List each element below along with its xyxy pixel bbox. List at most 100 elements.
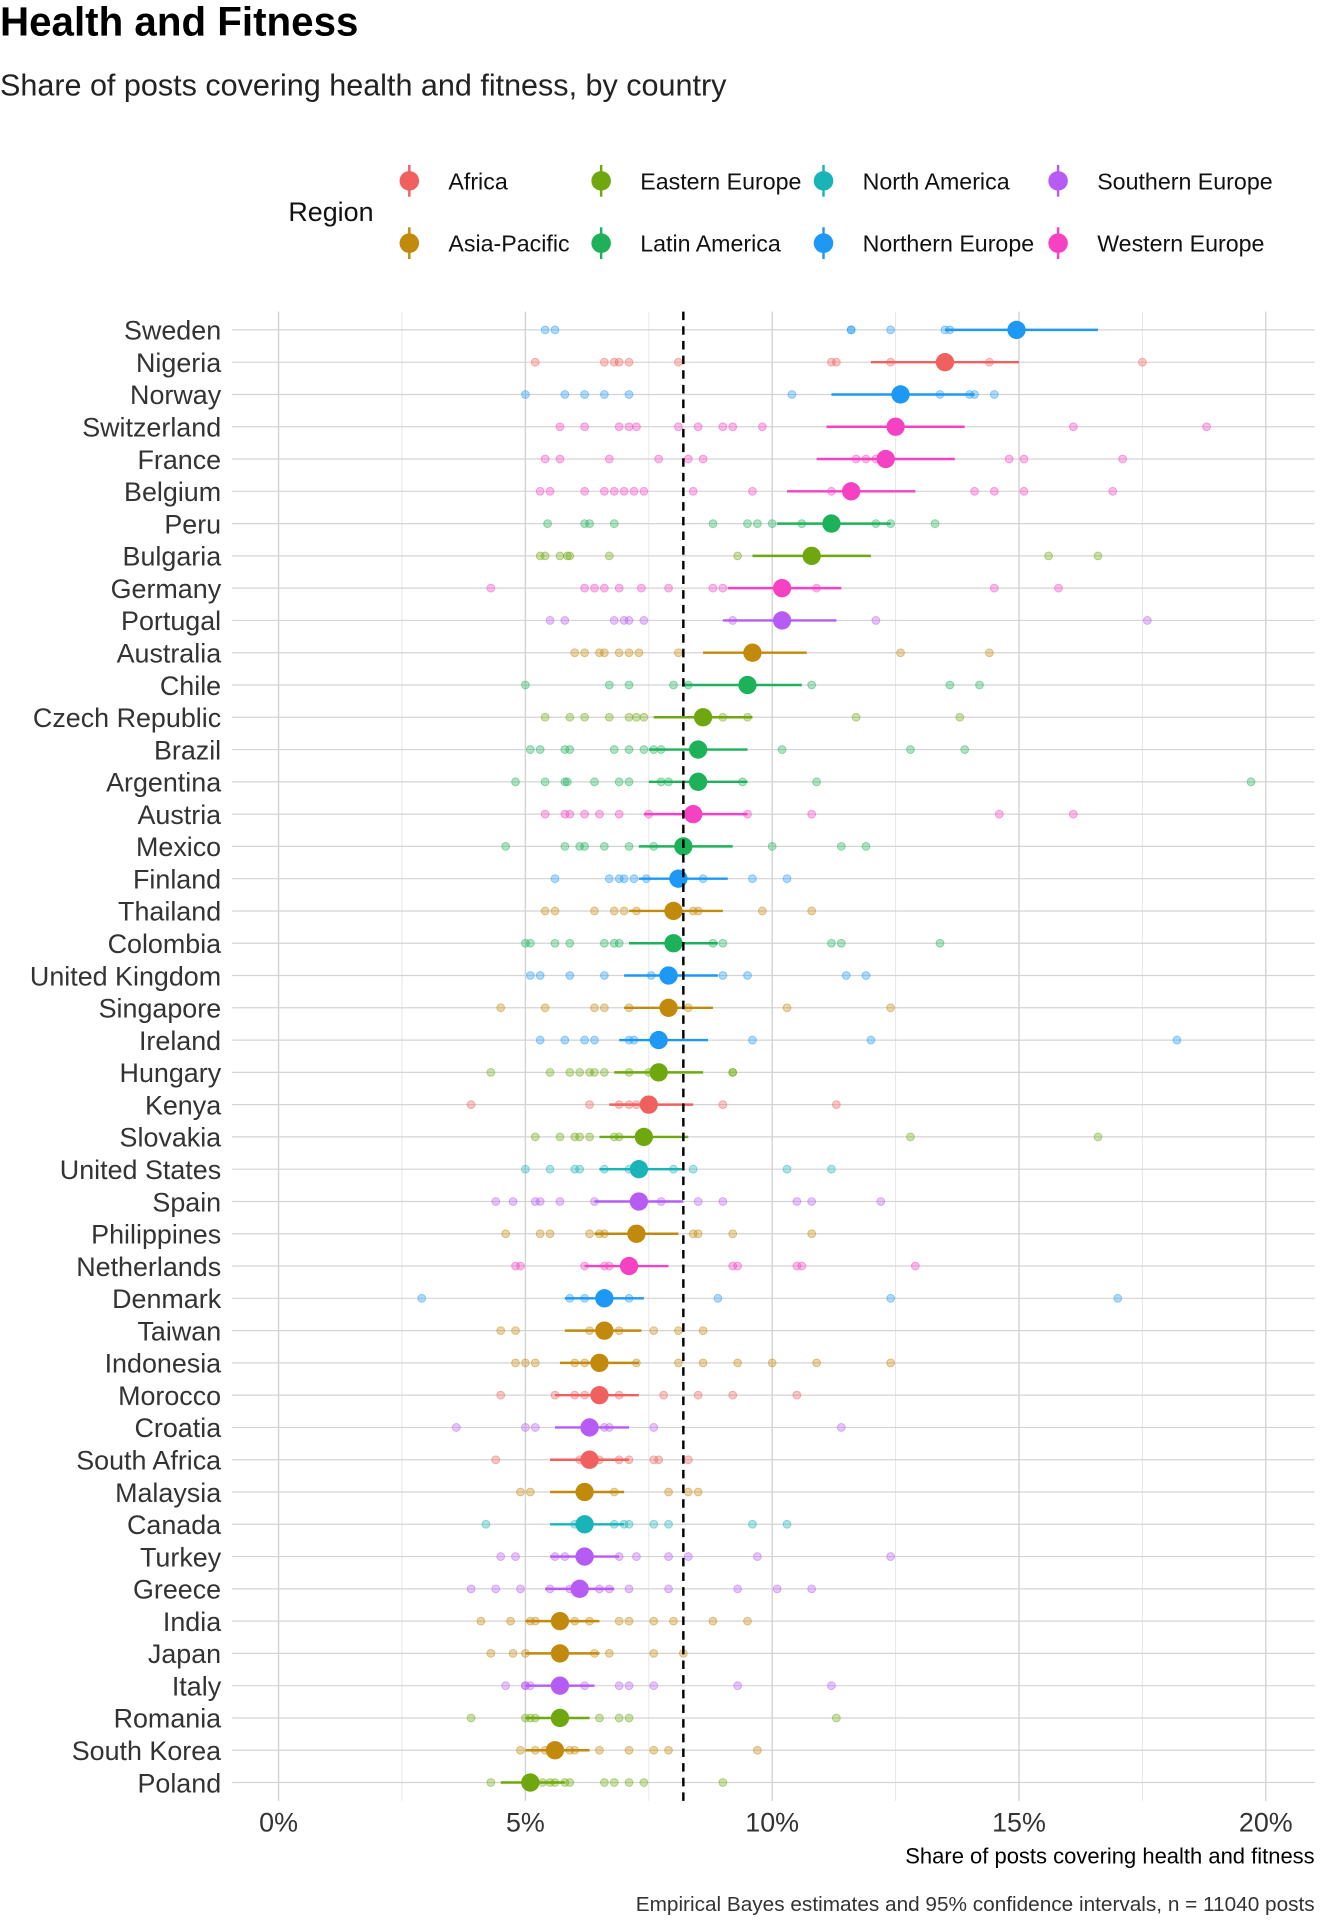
- y-tick-label: Poland: [137, 1768, 221, 1798]
- y-tick-label: Slovakia: [120, 1123, 222, 1153]
- raw-point: [516, 1584, 525, 1594]
- raw-point: [466, 1100, 476, 1110]
- country-kenya: [466, 1095, 841, 1114]
- legend-item-southern-europe: Southern Europe: [1048, 164, 1273, 197]
- raw-point: [910, 1261, 920, 1271]
- y-tick-label: Indonesia: [105, 1349, 222, 1379]
- raw-point: [580, 519, 590, 528]
- estimate-point: [619, 1256, 639, 1276]
- y-tick-label: Chile: [160, 671, 221, 701]
- raw-point: [555, 454, 565, 464]
- country-greece: [466, 1579, 817, 1599]
- estimate-point: [570, 1579, 589, 1599]
- raw-point: [550, 938, 560, 948]
- raw-point: [624, 422, 634, 432]
- raw-point: [624, 712, 634, 722]
- raw-point: [540, 325, 550, 335]
- raw-point: [674, 648, 683, 658]
- raw-point: [496, 1552, 506, 1561]
- y-tick-label: Japan: [148, 1639, 221, 1669]
- raw-point: [595, 1745, 604, 1755]
- raw-point: [535, 1197, 545, 1206]
- country-germany: [486, 578, 1063, 598]
- raw-point: [767, 1358, 777, 1368]
- raw-point: [481, 1519, 491, 1529]
- raw-point: [599, 1003, 609, 1013]
- raw-point: [585, 1100, 594, 1110]
- raw-point: [748, 1035, 757, 1045]
- raw-point: [506, 1616, 515, 1626]
- raw-point: [619, 616, 629, 625]
- raw-point: [649, 1681, 659, 1691]
- raw-point: [906, 745, 915, 754]
- raw-point: [841, 971, 851, 980]
- country-south-korea: [516, 1741, 762, 1760]
- country-colombia: [520, 934, 945, 953]
- estimate-point: [590, 1353, 609, 1373]
- raw-point: [728, 1229, 738, 1239]
- raw-point: [698, 1358, 708, 1368]
- raw-point: [708, 583, 718, 593]
- raw-point: [718, 422, 728, 432]
- raw-point: [604, 874, 614, 884]
- raw-point: [520, 1423, 530, 1432]
- raw-point: [639, 1778, 649, 1787]
- legend-label: Northern Europe: [863, 231, 1035, 257]
- y-tick-label: Nigeria: [136, 348, 221, 378]
- country-australia: [570, 643, 994, 662]
- estimate-point: [743, 643, 762, 662]
- raw-point: [836, 1423, 846, 1432]
- raw-point: [851, 712, 861, 722]
- raw-point: [639, 745, 649, 754]
- raw-point: [807, 1197, 817, 1206]
- y-tick-label: Netherlands: [76, 1252, 221, 1282]
- raw-point: [614, 938, 624, 948]
- country-france: [540, 449, 1128, 469]
- y-tick-label: Morocco: [118, 1381, 221, 1411]
- raw-point: [555, 1132, 565, 1142]
- estimate-point: [550, 1676, 570, 1695]
- raw-point: [688, 1164, 698, 1174]
- y-tick-label: Denmark: [112, 1284, 222, 1314]
- grid: [232, 311, 1315, 1801]
- raw-point: [545, 486, 555, 496]
- estimate-point: [664, 901, 683, 921]
- raw-point: [693, 1197, 703, 1206]
- raw-point: [609, 938, 619, 948]
- legend-label: Africa: [448, 168, 507, 194]
- raw-point: [585, 1067, 594, 1077]
- raw-point: [508, 1649, 518, 1658]
- country-czech-republic: [540, 708, 965, 727]
- legend-label: Asia-Pacific: [448, 231, 569, 257]
- raw-point: [562, 777, 572, 787]
- raw-point: [743, 971, 752, 980]
- y-tick-label: Switzerland: [82, 413, 221, 443]
- estimate-point: [891, 385, 910, 404]
- raw-point: [683, 1552, 693, 1561]
- raw-point: [520, 390, 530, 399]
- y-tick-label: Mexico: [136, 832, 221, 862]
- raw-point: [580, 841, 590, 851]
- raw-point: [619, 486, 629, 496]
- country-south-africa: [491, 1450, 693, 1469]
- raw-point: [989, 390, 999, 399]
- raw-point: [728, 1067, 738, 1077]
- raw-point: [782, 874, 792, 884]
- raw-point: [555, 551, 565, 561]
- raw-point: [511, 777, 520, 787]
- raw-point: [562, 551, 572, 561]
- raw-point: [624, 357, 634, 367]
- raw-point: [491, 1197, 501, 1206]
- raw-point: [624, 1713, 634, 1723]
- raw-point: [511, 1552, 520, 1561]
- legend-key-dot: [399, 171, 420, 191]
- raw-point: [508, 1197, 518, 1206]
- raw-point: [836, 938, 846, 948]
- country-thailand: [540, 901, 817, 921]
- raw-point: [792, 1197, 802, 1206]
- y-tick-label: Australia: [117, 638, 222, 668]
- raw-point: [496, 1326, 506, 1336]
- estimate-point: [634, 1127, 654, 1147]
- country-mexico: [501, 837, 871, 856]
- raw-point: [713, 1293, 723, 1303]
